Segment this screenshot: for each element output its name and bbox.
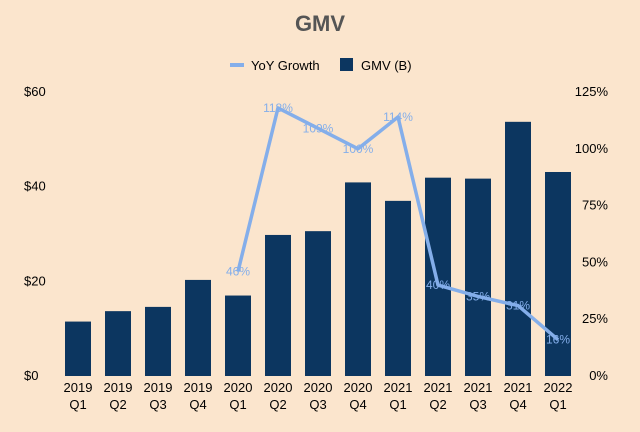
y-right-tick-label: 0% xyxy=(589,368,608,383)
gmv-bar xyxy=(65,321,91,376)
gmv-bar xyxy=(385,200,411,376)
gmv-bar xyxy=(105,311,131,376)
x-tick-label-quarter: Q3 xyxy=(149,397,166,412)
x-tick-label-quarter: Q1 xyxy=(389,397,406,412)
gmv-bar xyxy=(545,171,571,376)
legend-label: YoY Growth xyxy=(251,58,320,73)
x-tick-label-quarter: Q1 xyxy=(69,397,86,412)
axes: $0 $20 $40 $60 0% 25% 50% 75% 100% 125% 2019 Q1 2019… xyxy=(24,84,608,412)
x-tick-label-quarter: Q2 xyxy=(109,397,126,412)
yoy-data-label: 114% xyxy=(383,110,413,124)
gmv-bar xyxy=(265,234,291,376)
bar-series xyxy=(65,121,571,376)
y-left-tick-label: $20 xyxy=(24,273,46,288)
x-tick-label-year: 2019 xyxy=(184,380,213,395)
yoy-data-label: 118% xyxy=(263,101,293,115)
x-tick-label-quarter: Q4 xyxy=(189,397,206,412)
y-right-tick-label: 75% xyxy=(582,198,608,213)
y-right-tick-label: 50% xyxy=(582,254,608,269)
yoy-data-label: 46% xyxy=(226,264,250,278)
yoy-data-label: 31% xyxy=(506,299,530,313)
x-tick-label-year: 2019 xyxy=(64,380,93,395)
x-tick-label-year: 2021 xyxy=(424,380,453,395)
chart-title: GMV xyxy=(295,11,345,36)
legend: YoY Growth GMV (B) xyxy=(230,58,412,73)
x-tick-label-year: 2019 xyxy=(144,380,173,395)
x-tick-label-year: 2020 xyxy=(264,380,293,395)
gmv-bar xyxy=(425,177,451,376)
x-tick-label-year: 2019 xyxy=(104,380,133,395)
legend-label: GMV (B) xyxy=(361,58,412,73)
y-right-tick-label: 100% xyxy=(575,141,609,156)
gmv-bar xyxy=(465,178,491,376)
x-tick-label-quarter: Q1 xyxy=(549,397,566,412)
x-tick-label-quarter: Q2 xyxy=(429,397,446,412)
gmv-bar xyxy=(145,306,171,376)
line-series: 46% 118% 109% 100% 114% 40% 35% 31% 16% xyxy=(226,101,570,347)
yoy-data-label: 100% xyxy=(343,142,374,156)
x-tick-label-quarter: Q1 xyxy=(229,397,246,412)
x-tick-label-year: 2022 xyxy=(544,380,573,395)
gmv-bar xyxy=(305,231,331,376)
x-tick-label-year: 2020 xyxy=(224,380,253,395)
yoy-data-label: 109% xyxy=(303,121,334,135)
x-tick-label-quarter: Q2 xyxy=(269,397,286,412)
y-left-tick-label: $40 xyxy=(24,179,46,194)
yoy-data-label: 40% xyxy=(426,278,450,292)
x-tick-label-year: 2020 xyxy=(304,380,333,395)
y-left-tick-label: $60 xyxy=(24,84,46,99)
yoy-data-label: 16% xyxy=(546,333,570,347)
yoy-data-label: 35% xyxy=(466,289,490,303)
y-right-tick-label: 25% xyxy=(582,311,608,326)
x-tick-label-quarter: Q4 xyxy=(509,397,526,412)
x-tick-label-year: 2020 xyxy=(344,380,373,395)
x-tick-label-year: 2021 xyxy=(504,380,533,395)
gmv-bar xyxy=(505,121,531,376)
gmv-bar xyxy=(225,295,251,376)
x-tick-label-quarter: Q4 xyxy=(349,397,366,412)
y-right-tick-label: 125% xyxy=(575,84,609,99)
x-tick-label-year: 2021 xyxy=(384,380,413,395)
x-tick-label-year: 2021 xyxy=(464,380,493,395)
legend-bar-swatch xyxy=(340,58,353,71)
yoy-growth-line xyxy=(236,106,560,341)
gmv-bar xyxy=(185,279,211,376)
x-tick-label-quarter: Q3 xyxy=(309,397,326,412)
x-tick-label-quarter: Q3 xyxy=(469,397,486,412)
gmv-bar xyxy=(345,182,371,376)
y-left-tick-label: $0 xyxy=(24,368,38,383)
